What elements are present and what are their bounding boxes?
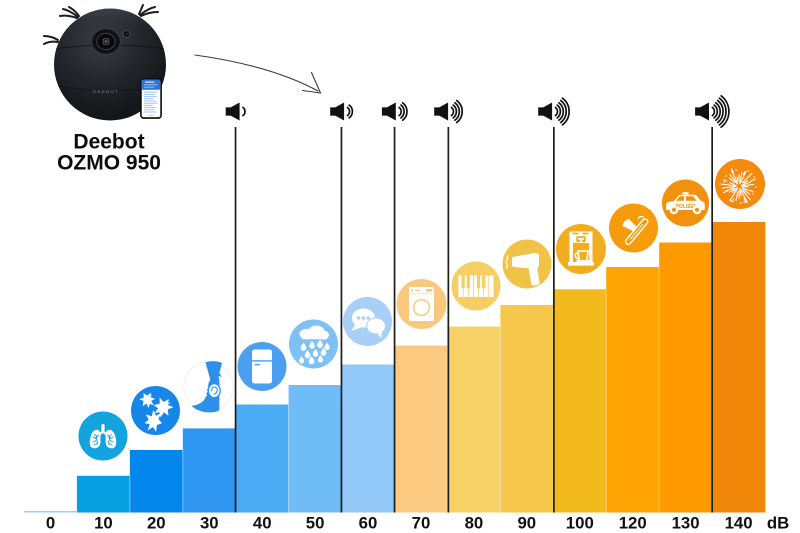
svg-text:OZMO 950: OZMO 950 — [57, 152, 161, 175]
svg-text:50: 50 — [306, 514, 325, 533]
svg-text:60: 60 — [359, 514, 378, 533]
svg-text:70: 70 — [412, 514, 431, 533]
svg-text:130: 130 — [672, 514, 700, 533]
svg-text:120: 120 — [619, 514, 647, 533]
svg-text:0: 0 — [46, 514, 55, 533]
svg-text:DEEBOT: DEEBOT — [93, 89, 119, 95]
svg-text:100: 100 — [566, 514, 594, 533]
svg-text:POLIZEI: POLIZEI — [676, 204, 696, 210]
svg-text:10: 10 — [94, 514, 113, 533]
svg-text:20: 20 — [147, 514, 166, 533]
svg-text:30: 30 — [200, 514, 219, 533]
svg-text:80: 80 — [465, 514, 484, 533]
svg-text:40: 40 — [253, 514, 272, 533]
svg-text:Deebot: Deebot — [73, 131, 144, 154]
svg-text:140: 140 — [725, 514, 753, 533]
svg-text:90: 90 — [517, 514, 536, 533]
svg-text:dB: dB — [767, 514, 789, 533]
